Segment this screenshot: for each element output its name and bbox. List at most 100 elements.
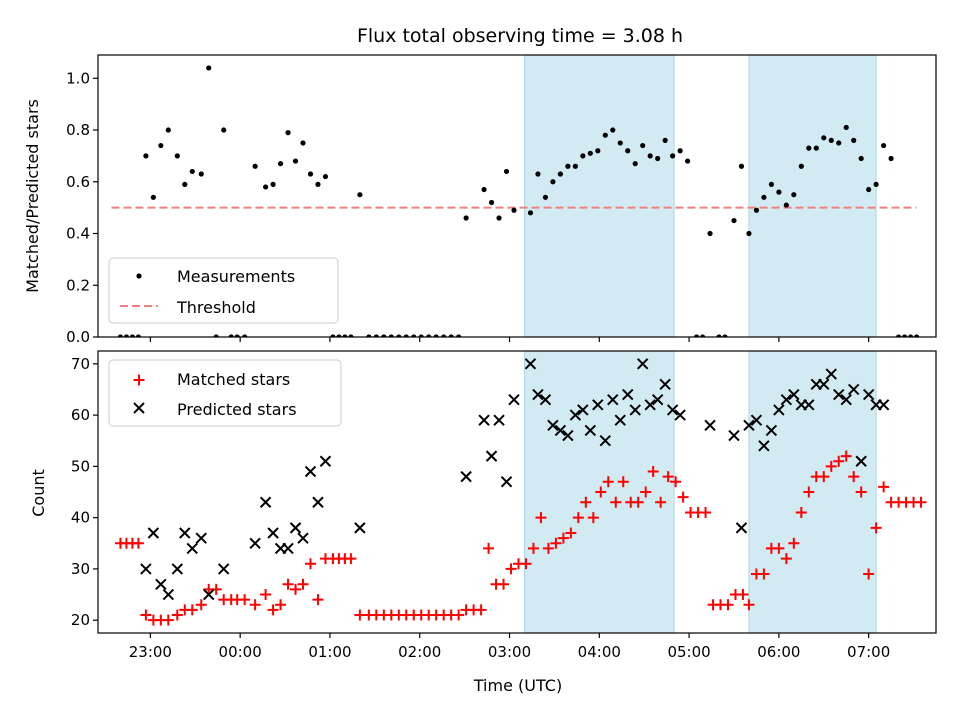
measurement-point <box>456 334 462 337</box>
matched-star-marker <box>260 589 272 601</box>
measurement-point <box>143 153 149 159</box>
matched-star-marker <box>595 486 607 498</box>
measurement-point <box>396 334 402 337</box>
predicted-star-marker <box>825 368 837 380</box>
measurement-point <box>557 171 563 177</box>
measurement-point <box>527 210 534 216</box>
measurement-point <box>783 202 789 208</box>
legend-label: Predicted stars <box>177 400 297 419</box>
matched-star-marker <box>249 599 261 611</box>
matched-star-marker <box>140 609 152 621</box>
legend-box <box>108 359 342 427</box>
measurement-point <box>595 148 601 154</box>
measurement-point <box>388 334 394 337</box>
matched-star-marker <box>527 542 539 554</box>
matched-star-marker <box>647 465 659 477</box>
measurement-point <box>463 215 469 221</box>
matched-star-marker <box>290 583 302 595</box>
measurement-point <box>610 127 616 133</box>
predicted-star-marker <box>674 409 686 421</box>
matched-star-marker <box>662 471 674 483</box>
predicted-star-marker <box>500 476 513 488</box>
predicted-star-marker <box>728 429 740 442</box>
top-y-axis-label: Matched/Predicted stars <box>23 99 42 293</box>
measurement-point <box>753 207 760 213</box>
matched-star-marker <box>722 599 734 611</box>
measurement-point <box>206 65 212 71</box>
matched-star-marker <box>758 568 770 580</box>
y-tick-label: 70 <box>71 355 90 373</box>
measurement-point <box>441 334 447 337</box>
measurement-point <box>418 334 424 337</box>
predicted-star-marker <box>562 429 574 442</box>
measurement-point <box>550 179 556 185</box>
predicted-star-marker <box>584 424 597 437</box>
predicted-star-marker <box>155 578 167 590</box>
matched-star-marker <box>557 532 569 544</box>
predicted-star-marker <box>577 404 589 416</box>
matched-star-marker <box>475 604 487 616</box>
predicted-star-marker <box>297 532 309 544</box>
matched-star-marker <box>848 471 860 483</box>
measurement-point <box>895 334 902 337</box>
measurement-point <box>123 334 130 337</box>
matched-star-marker <box>580 496 592 508</box>
measurement-point <box>776 189 782 195</box>
legend-label: Measurements <box>177 267 295 286</box>
matched-star-marker <box>210 583 222 595</box>
predicted-star-marker <box>289 522 302 534</box>
measurement-point <box>813 145 819 151</box>
x-tick-label: 06:00 <box>757 643 800 661</box>
predicted-star-marker <box>651 394 664 406</box>
matched-star-marker <box>587 512 599 524</box>
predicted-star-marker <box>186 542 198 555</box>
measurement-point <box>881 142 887 149</box>
predicted-star-marker <box>171 563 184 575</box>
matched-star-marker <box>773 542 785 554</box>
predicted-star-marker <box>478 414 490 426</box>
matched-star-marker <box>239 594 251 606</box>
predicted-star-marker <box>319 455 332 467</box>
measurement-point <box>625 148 631 154</box>
predicted-star-marker <box>460 470 472 483</box>
measurement-point <box>655 155 661 162</box>
measurement-point <box>572 163 578 169</box>
predicted-star-marker <box>203 588 215 601</box>
measurement-point <box>707 230 713 237</box>
predicted-star-marker <box>659 378 671 391</box>
measurement-point <box>348 334 354 337</box>
matched-star-marker <box>743 599 755 611</box>
measurement-point <box>907 334 914 337</box>
plot-frame <box>97 350 937 634</box>
matched-star-marker <box>186 604 198 616</box>
measurement-point <box>330 334 336 337</box>
measurement-point <box>221 127 227 133</box>
measurement-point <box>150 194 156 200</box>
plot-frame <box>97 54 937 338</box>
matched-star-marker <box>602 476 614 488</box>
measurement-point <box>117 334 124 337</box>
predicted-star-marker <box>249 537 261 549</box>
predicted-star-marker <box>140 563 152 575</box>
predicted-star-marker <box>162 588 175 601</box>
measurement-point <box>174 153 180 159</box>
measurement-point <box>798 163 804 169</box>
measurement-point <box>315 181 321 187</box>
predicted-star-marker <box>354 522 366 534</box>
matched-star-marker <box>572 512 584 524</box>
matched-star-marker <box>542 542 554 554</box>
predicted-star-marker <box>750 414 763 426</box>
matched-star-marker <box>617 476 629 488</box>
predicted-star-marker <box>179 527 191 539</box>
predicted-star-marker <box>493 414 505 426</box>
matched-star-marker <box>610 496 622 508</box>
y-tick-label: 0.8 <box>66 121 90 139</box>
predicted-star-marker <box>818 378 830 391</box>
matched-star-marker <box>550 537 562 549</box>
observing-window-shade <box>523 54 675 338</box>
measurement-point <box>684 158 691 164</box>
y-tick-label: 40 <box>71 509 90 527</box>
measurement-point <box>366 334 372 337</box>
predicted-star-marker <box>304 465 317 478</box>
